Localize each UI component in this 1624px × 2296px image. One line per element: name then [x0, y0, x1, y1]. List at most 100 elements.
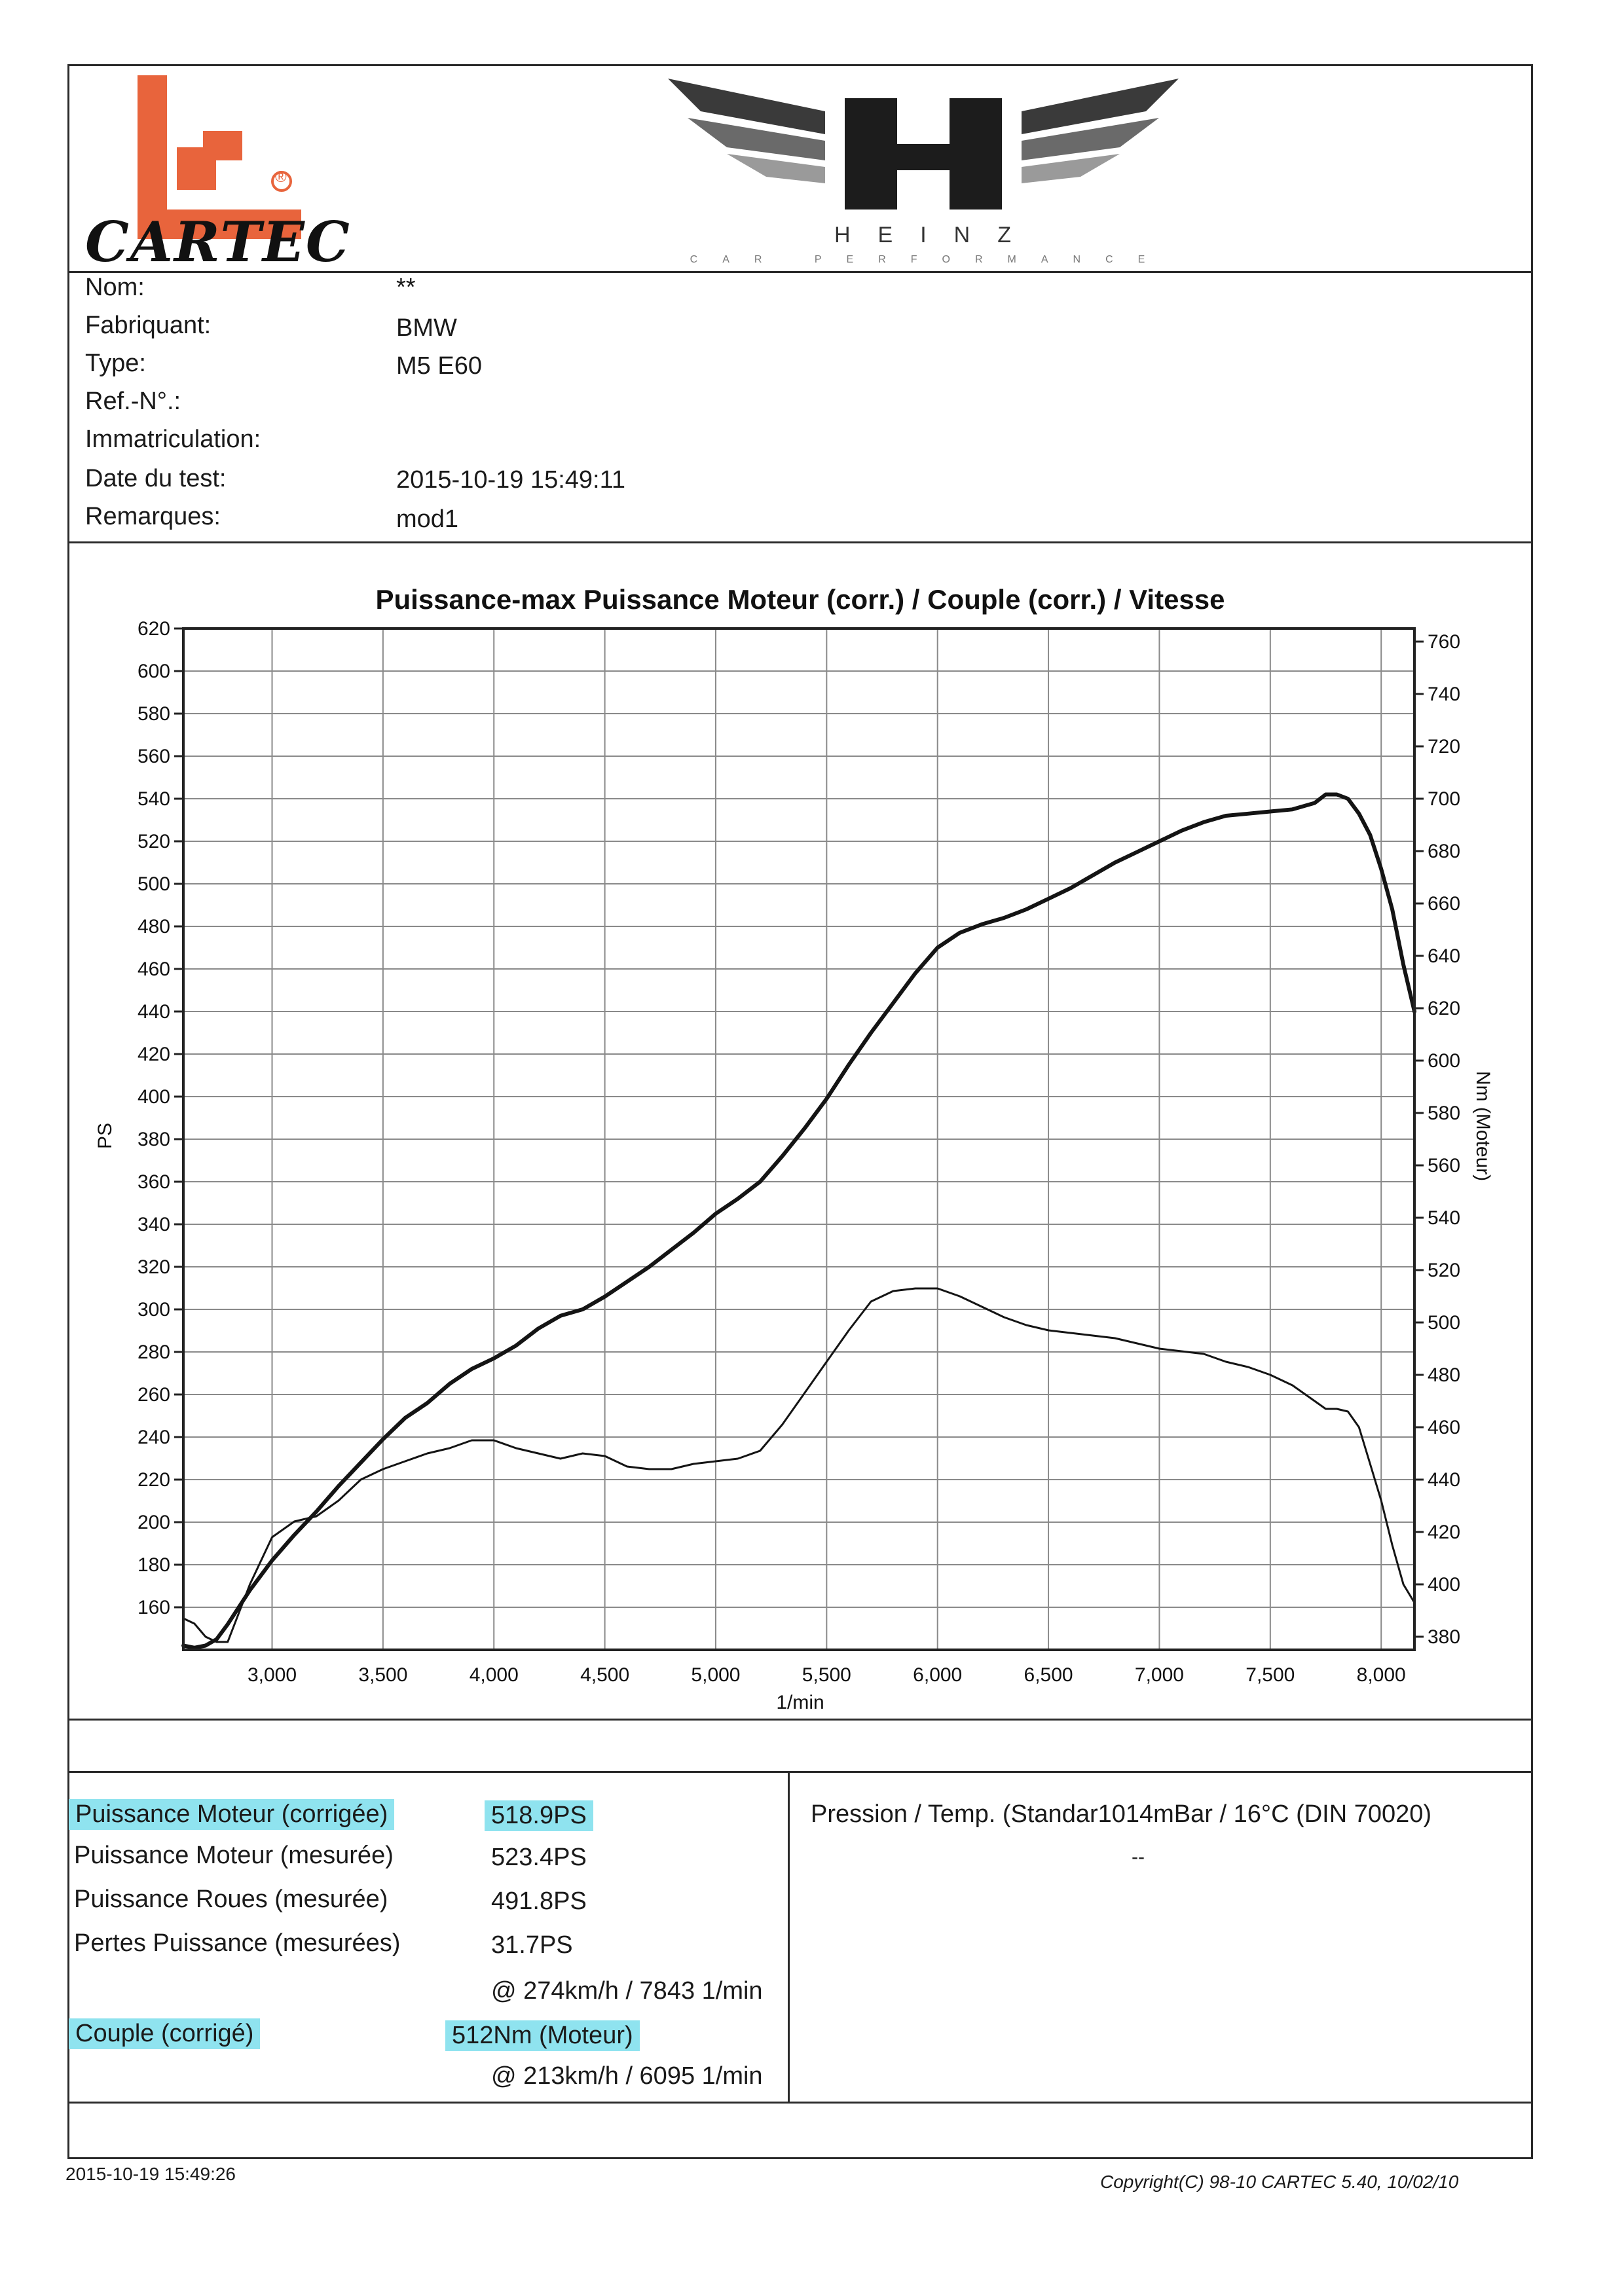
x-tick-label: 4,000 — [470, 1664, 519, 1686]
result-label-pertes-puissance: Pertes Puissance (mesurées) — [74, 1929, 401, 1957]
y-right-tick-label: 760 — [1428, 631, 1460, 653]
y-right-tick-label: 720 — [1428, 736, 1460, 757]
x-axis-label: 1/min — [776, 1692, 824, 1713]
y-left-tick-label: 380 — [138, 1129, 170, 1150]
result-label-puissance-corrigee: Puissance Moteur (corrigée) — [69, 1799, 395, 1830]
result-value-pertes-puissance: 31.7PS — [491, 1931, 573, 1959]
footer-copyright: Copyright(C) 98-10 CARTEC 5.40, 10/02/10 — [1100, 2172, 1459, 2192]
y-left-axis-label: PS — [94, 1123, 116, 1149]
result-value-torque-condition: @ 213km/h / 6095 1/min — [491, 2062, 763, 2090]
y-right-tick-label: 560 — [1428, 1155, 1460, 1176]
info-value-type: M5 E60 — [396, 352, 482, 380]
report-frame — [67, 64, 1533, 2159]
info-label-remarques: Remarques: — [85, 503, 221, 530]
y-left-tick-label: 520 — [138, 831, 170, 852]
heinz-logo-mark — [668, 79, 1179, 210]
info-label-date: Date du test: — [85, 465, 227, 492]
y-right-tick-label: 480 — [1428, 1364, 1460, 1386]
y-right-tick-label: 620 — [1428, 998, 1460, 1019]
result-label-puissance-roues: Puissance Roues (mesurée) — [74, 1886, 388, 1913]
chart-grid — [183, 628, 1414, 1650]
info-label-type: Type: — [85, 350, 146, 377]
x-tick-label: 6,000 — [913, 1664, 962, 1686]
cartec-logo: CARTEC ® — [85, 69, 350, 274]
x-tick-label: 8,000 — [1357, 1664, 1406, 1686]
x-tick-label: 3,500 — [358, 1664, 407, 1686]
y-left-tick-label: 580 — [138, 703, 170, 725]
y-left-tick-label: 620 — [138, 618, 170, 640]
y-left-tick-label: 560 — [138, 746, 170, 767]
y-right-tick-label: 700 — [1428, 788, 1460, 810]
heinz-logo-subtitle: CAR PERFORMANCE — [690, 254, 1170, 265]
info-divider — [67, 541, 1533, 543]
pressure-temperature-sub: -- — [1132, 1846, 1145, 1868]
y-left-tick-label: 360 — [138, 1171, 170, 1193]
y-left-tick-label: 540 — [138, 788, 170, 810]
y-right-tick-label: 440 — [1428, 1469, 1460, 1491]
chart-divider — [67, 1719, 1533, 1721]
result-label-puissance-mesuree: Puissance Moteur (mesurée) — [74, 1842, 394, 1869]
x-tick-label: 3,000 — [248, 1664, 297, 1686]
y-right-tick-label: 680 — [1428, 841, 1460, 862]
cartec-logo-mark — [138, 75, 301, 239]
y-left-tick-label: 200 — [138, 1512, 170, 1533]
y-left-tick-label: 440 — [138, 1001, 170, 1023]
y-left-tick-label: 260 — [138, 1384, 170, 1406]
y-right-tick-label: 500 — [1428, 1312, 1460, 1334]
info-label-fabriquant: Fabriquant: — [85, 312, 212, 339]
result-value-couple-corrige: 512Nm (Moteur) — [445, 2020, 640, 2051]
y-left-tick-label: 600 — [138, 661, 170, 682]
y-left-tick-label: 220 — [138, 1469, 170, 1491]
pressure-temperature: Pression / Temp. (Standar⁠1014mBar / 16°… — [811, 1800, 1432, 1828]
y-right-tick-label: 420 — [1428, 1522, 1460, 1543]
x-tick-label: 4,500 — [580, 1664, 629, 1686]
result-value-power-condition: @ 274km/h / 7843 1/min — [491, 1977, 763, 2005]
x-tick-label: 7,000 — [1135, 1664, 1184, 1686]
power-curve-line — [181, 792, 1416, 1650]
info-value-remarques: mod1 — [396, 505, 459, 533]
y-left-tick-label: 280 — [138, 1341, 170, 1363]
y-right-tick-label: 520 — [1428, 1260, 1460, 1281]
result-value-puissance-mesuree: 523.4PS — [491, 1844, 587, 1871]
y-left-tick-label: 400 — [138, 1086, 170, 1108]
y-left-tick-label: 300 — [138, 1299, 170, 1321]
y-right-tick-label: 540 — [1428, 1207, 1460, 1229]
y-left-tick-label: 420 — [138, 1044, 170, 1065]
footer-timestamp: 2015-10-19 15:49:26 — [65, 2164, 236, 2184]
chart-ticks: 3,000 3,500 4,000 4,500 5,000 5,500 6,000 6,500… — [138, 618, 1460, 1686]
y-right-tick-label: 660 — [1428, 893, 1460, 915]
torque-curve-line — [182, 1287, 1416, 1643]
y-left-tick-label: 180 — [138, 1554, 170, 1576]
heinz-logo-text: HEINZ — [834, 223, 1039, 247]
y-right-tick-label: 380 — [1428, 1626, 1460, 1648]
y-right-tick-label: 400 — [1428, 1574, 1460, 1595]
y-left-tick-label: 320 — [138, 1256, 170, 1278]
chart-title: Puissance-max Puissance Moteur (corr.) /… — [375, 584, 1225, 615]
y-left-tick-label: 340 — [138, 1214, 170, 1235]
y-left-tick-label: 480 — [138, 916, 170, 938]
x-tick-label: 5,000 — [691, 1664, 740, 1686]
x-tick-label: 6,500 — [1024, 1664, 1073, 1686]
plot-area-border — [182, 627, 1416, 1651]
y-left-tick-label: 460 — [138, 958, 170, 980]
results-bottom-divider — [67, 2102, 1533, 2104]
x-tick-label: 5,500 — [802, 1664, 851, 1686]
info-label-nom: Nom: — [85, 274, 145, 301]
y-right-tick-label: 740 — [1428, 683, 1460, 705]
y-right-tick-label: 640 — [1428, 945, 1460, 967]
info-value-date: 2015-10-19 15:49:11 — [396, 466, 626, 494]
results-top-divider — [67, 1771, 1533, 1773]
results-column-divider — [788, 1771, 790, 2102]
header-divider — [67, 271, 1533, 273]
y-left-tick-label: 240 — [138, 1427, 170, 1448]
cartec-registered-mark: ® — [275, 168, 287, 186]
y-left-tick-label: 500 — [138, 873, 170, 895]
info-label-ref: Ref.-N°.: — [85, 388, 181, 415]
chart-series — [181, 792, 1416, 1650]
heinz-logo: HEINZ CAR PERFORMANCE — [629, 72, 1218, 268]
cartec-logo-text: CARTEC — [85, 210, 351, 274]
result-label-couple-corrige: Couple (corrigé) — [69, 2018, 261, 2049]
y-right-axis-label: Nm (Moteur) — [1472, 1071, 1494, 1181]
y-left-tick-label: 160 — [138, 1597, 170, 1618]
dyno-chart: Puissance-max Puissance Moteur (corr.) /… — [94, 584, 1494, 1713]
